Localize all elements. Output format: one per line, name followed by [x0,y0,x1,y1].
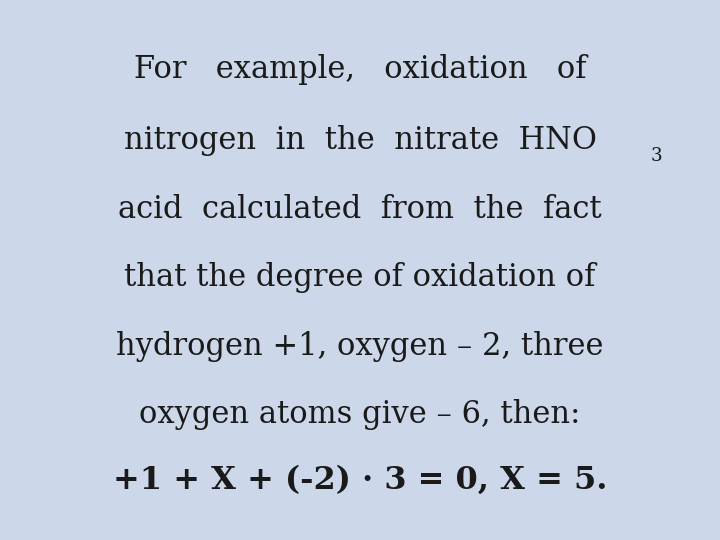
Text: +1 + X + (-2) · 3 = 0, X = 5.: +1 + X + (-2) · 3 = 0, X = 5. [113,465,607,496]
Text: acid  calculated  from  the  fact: acid calculated from the fact [118,193,602,225]
Text: For   example,   oxidation   of: For example, oxidation of [134,54,586,85]
Text: 3: 3 [650,147,662,165]
Text: nitrogen  in  the  nitrate  HNO: nitrogen in the nitrate HNO [124,125,596,156]
Text: oxygen atoms give – 6, then:: oxygen atoms give – 6, then: [139,399,581,430]
Text: hydrogen +1, oxygen – 2, three: hydrogen +1, oxygen – 2, three [116,330,604,362]
Text: that the degree of oxidation of: that the degree of oxidation of [125,262,595,293]
